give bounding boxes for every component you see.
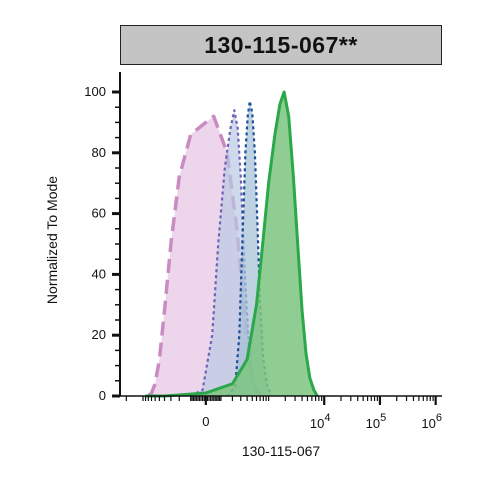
- x-tick-label: 106: [421, 412, 442, 431]
- x-tick-label: 105: [366, 412, 387, 431]
- chart-title-box: 130-115-067**: [120, 25, 442, 65]
- series-3-fill: [145, 92, 318, 396]
- x-tick-exponent: 6: [436, 412, 442, 424]
- y-tick-label: 20: [92, 327, 106, 342]
- y-tick-label: 0: [99, 388, 106, 403]
- y-tick-label: 60: [92, 206, 106, 221]
- chart-title: 130-115-067**: [204, 31, 358, 58]
- series-3-line: [145, 90, 319, 398]
- series-1-line: [190, 109, 261, 397]
- x-tick-exponent: 4: [324, 412, 330, 424]
- y-tick-label: 40: [92, 266, 106, 281]
- y-tick-label: 80: [92, 145, 106, 160]
- y-axis: 0 20 40 60 80 100: [84, 84, 120, 403]
- x-tick-exponent: 5: [380, 412, 386, 424]
- series-layer: [145, 90, 319, 398]
- y-tick-label: 100: [84, 84, 106, 99]
- x-axis: 0 104 105 106: [125, 396, 442, 431]
- y-axis-title: Normalized To Mode: [44, 176, 60, 304]
- x-axis-title: 130-115-067: [242, 443, 321, 459]
- x-tick-label: 0: [202, 414, 209, 429]
- series-0-line: [147, 114, 265, 398]
- x-tick-label: 104: [310, 412, 331, 431]
